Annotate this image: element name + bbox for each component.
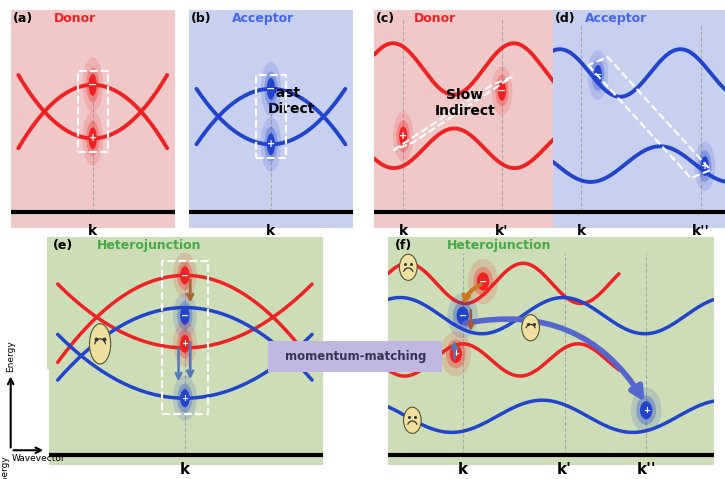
Text: momentum-matching: momentum-matching [284, 350, 426, 363]
Circle shape [173, 376, 196, 421]
Text: Donor: Donor [54, 12, 96, 25]
Text: +: + [701, 161, 709, 171]
Text: Donor: Donor [414, 12, 457, 25]
Text: k'': k'' [692, 224, 710, 238]
Circle shape [88, 127, 97, 149]
Circle shape [86, 121, 99, 156]
Text: k: k [457, 462, 468, 477]
Text: k: k [399, 224, 408, 238]
Text: k': k' [495, 224, 509, 238]
Text: Slow
Indirect: Slow Indirect [434, 88, 495, 118]
Circle shape [177, 384, 193, 413]
Text: (c): (c) [376, 12, 395, 25]
Text: −: − [593, 70, 602, 80]
Circle shape [698, 150, 711, 182]
Circle shape [399, 254, 417, 280]
Circle shape [695, 141, 715, 191]
Circle shape [453, 301, 473, 330]
Circle shape [404, 407, 421, 433]
Circle shape [522, 315, 539, 341]
Circle shape [173, 321, 196, 366]
Circle shape [177, 301, 193, 330]
Text: Acceptor: Acceptor [585, 12, 647, 25]
Circle shape [265, 127, 278, 162]
Circle shape [594, 65, 602, 85]
Text: k: k [266, 224, 276, 238]
Circle shape [180, 266, 190, 285]
Circle shape [592, 59, 605, 91]
Text: Acceptor: Acceptor [231, 12, 294, 25]
Circle shape [640, 401, 652, 419]
Circle shape [177, 261, 193, 290]
Text: Wavevector: Wavevector [12, 454, 66, 463]
Circle shape [89, 324, 111, 364]
Text: k': k' [557, 462, 572, 477]
Circle shape [265, 71, 278, 106]
Circle shape [177, 330, 193, 358]
Circle shape [492, 66, 513, 115]
Text: (b): (b) [191, 12, 211, 25]
Circle shape [473, 267, 493, 296]
Circle shape [495, 75, 508, 107]
Circle shape [180, 335, 190, 353]
Circle shape [631, 388, 661, 433]
Text: +: + [267, 139, 275, 149]
Text: −: − [479, 276, 487, 286]
Circle shape [446, 340, 465, 368]
Circle shape [441, 331, 471, 376]
Circle shape [261, 62, 281, 116]
Circle shape [399, 126, 407, 146]
Text: k: k [180, 462, 190, 477]
Text: (f): (f) [394, 240, 412, 252]
Text: −: − [181, 310, 189, 320]
Text: −: − [497, 86, 507, 96]
Text: Energy: Energy [7, 340, 15, 372]
Text: −: − [88, 80, 97, 90]
Text: (e): (e) [53, 240, 73, 252]
Circle shape [447, 293, 478, 338]
Text: +: + [642, 406, 650, 415]
Circle shape [267, 134, 275, 155]
Circle shape [450, 345, 462, 363]
Circle shape [498, 81, 506, 101]
Text: +: + [181, 339, 188, 348]
Text: (a): (a) [12, 12, 33, 25]
Circle shape [267, 78, 275, 100]
Text: (d): (d) [555, 12, 575, 25]
Text: −: − [459, 310, 467, 320]
Text: Fast
Direct: Fast Direct [268, 86, 315, 116]
Text: +: + [181, 394, 188, 403]
Circle shape [700, 156, 709, 176]
Circle shape [393, 112, 413, 161]
Text: Energy: Energy [0, 455, 9, 479]
Text: Heterojunction: Heterojunction [96, 240, 202, 252]
Circle shape [180, 389, 190, 407]
Text: k: k [88, 224, 97, 238]
Text: −: − [181, 270, 189, 280]
Circle shape [468, 259, 498, 304]
Text: k'': k'' [637, 462, 656, 477]
Circle shape [457, 307, 469, 325]
Text: −: − [266, 84, 276, 94]
Text: Heterojunction: Heterojunction [447, 240, 551, 252]
Circle shape [587, 50, 608, 100]
Circle shape [83, 111, 103, 166]
Text: +: + [88, 133, 97, 143]
Circle shape [86, 68, 99, 103]
Circle shape [173, 293, 196, 338]
Circle shape [261, 117, 281, 171]
Circle shape [88, 74, 97, 96]
Circle shape [637, 396, 656, 425]
Circle shape [180, 307, 190, 325]
Circle shape [477, 273, 489, 290]
Circle shape [173, 253, 196, 298]
Text: k: k [577, 224, 586, 238]
Circle shape [397, 121, 410, 152]
Text: +: + [399, 131, 407, 141]
Circle shape [83, 57, 103, 112]
Text: +: + [452, 349, 460, 358]
